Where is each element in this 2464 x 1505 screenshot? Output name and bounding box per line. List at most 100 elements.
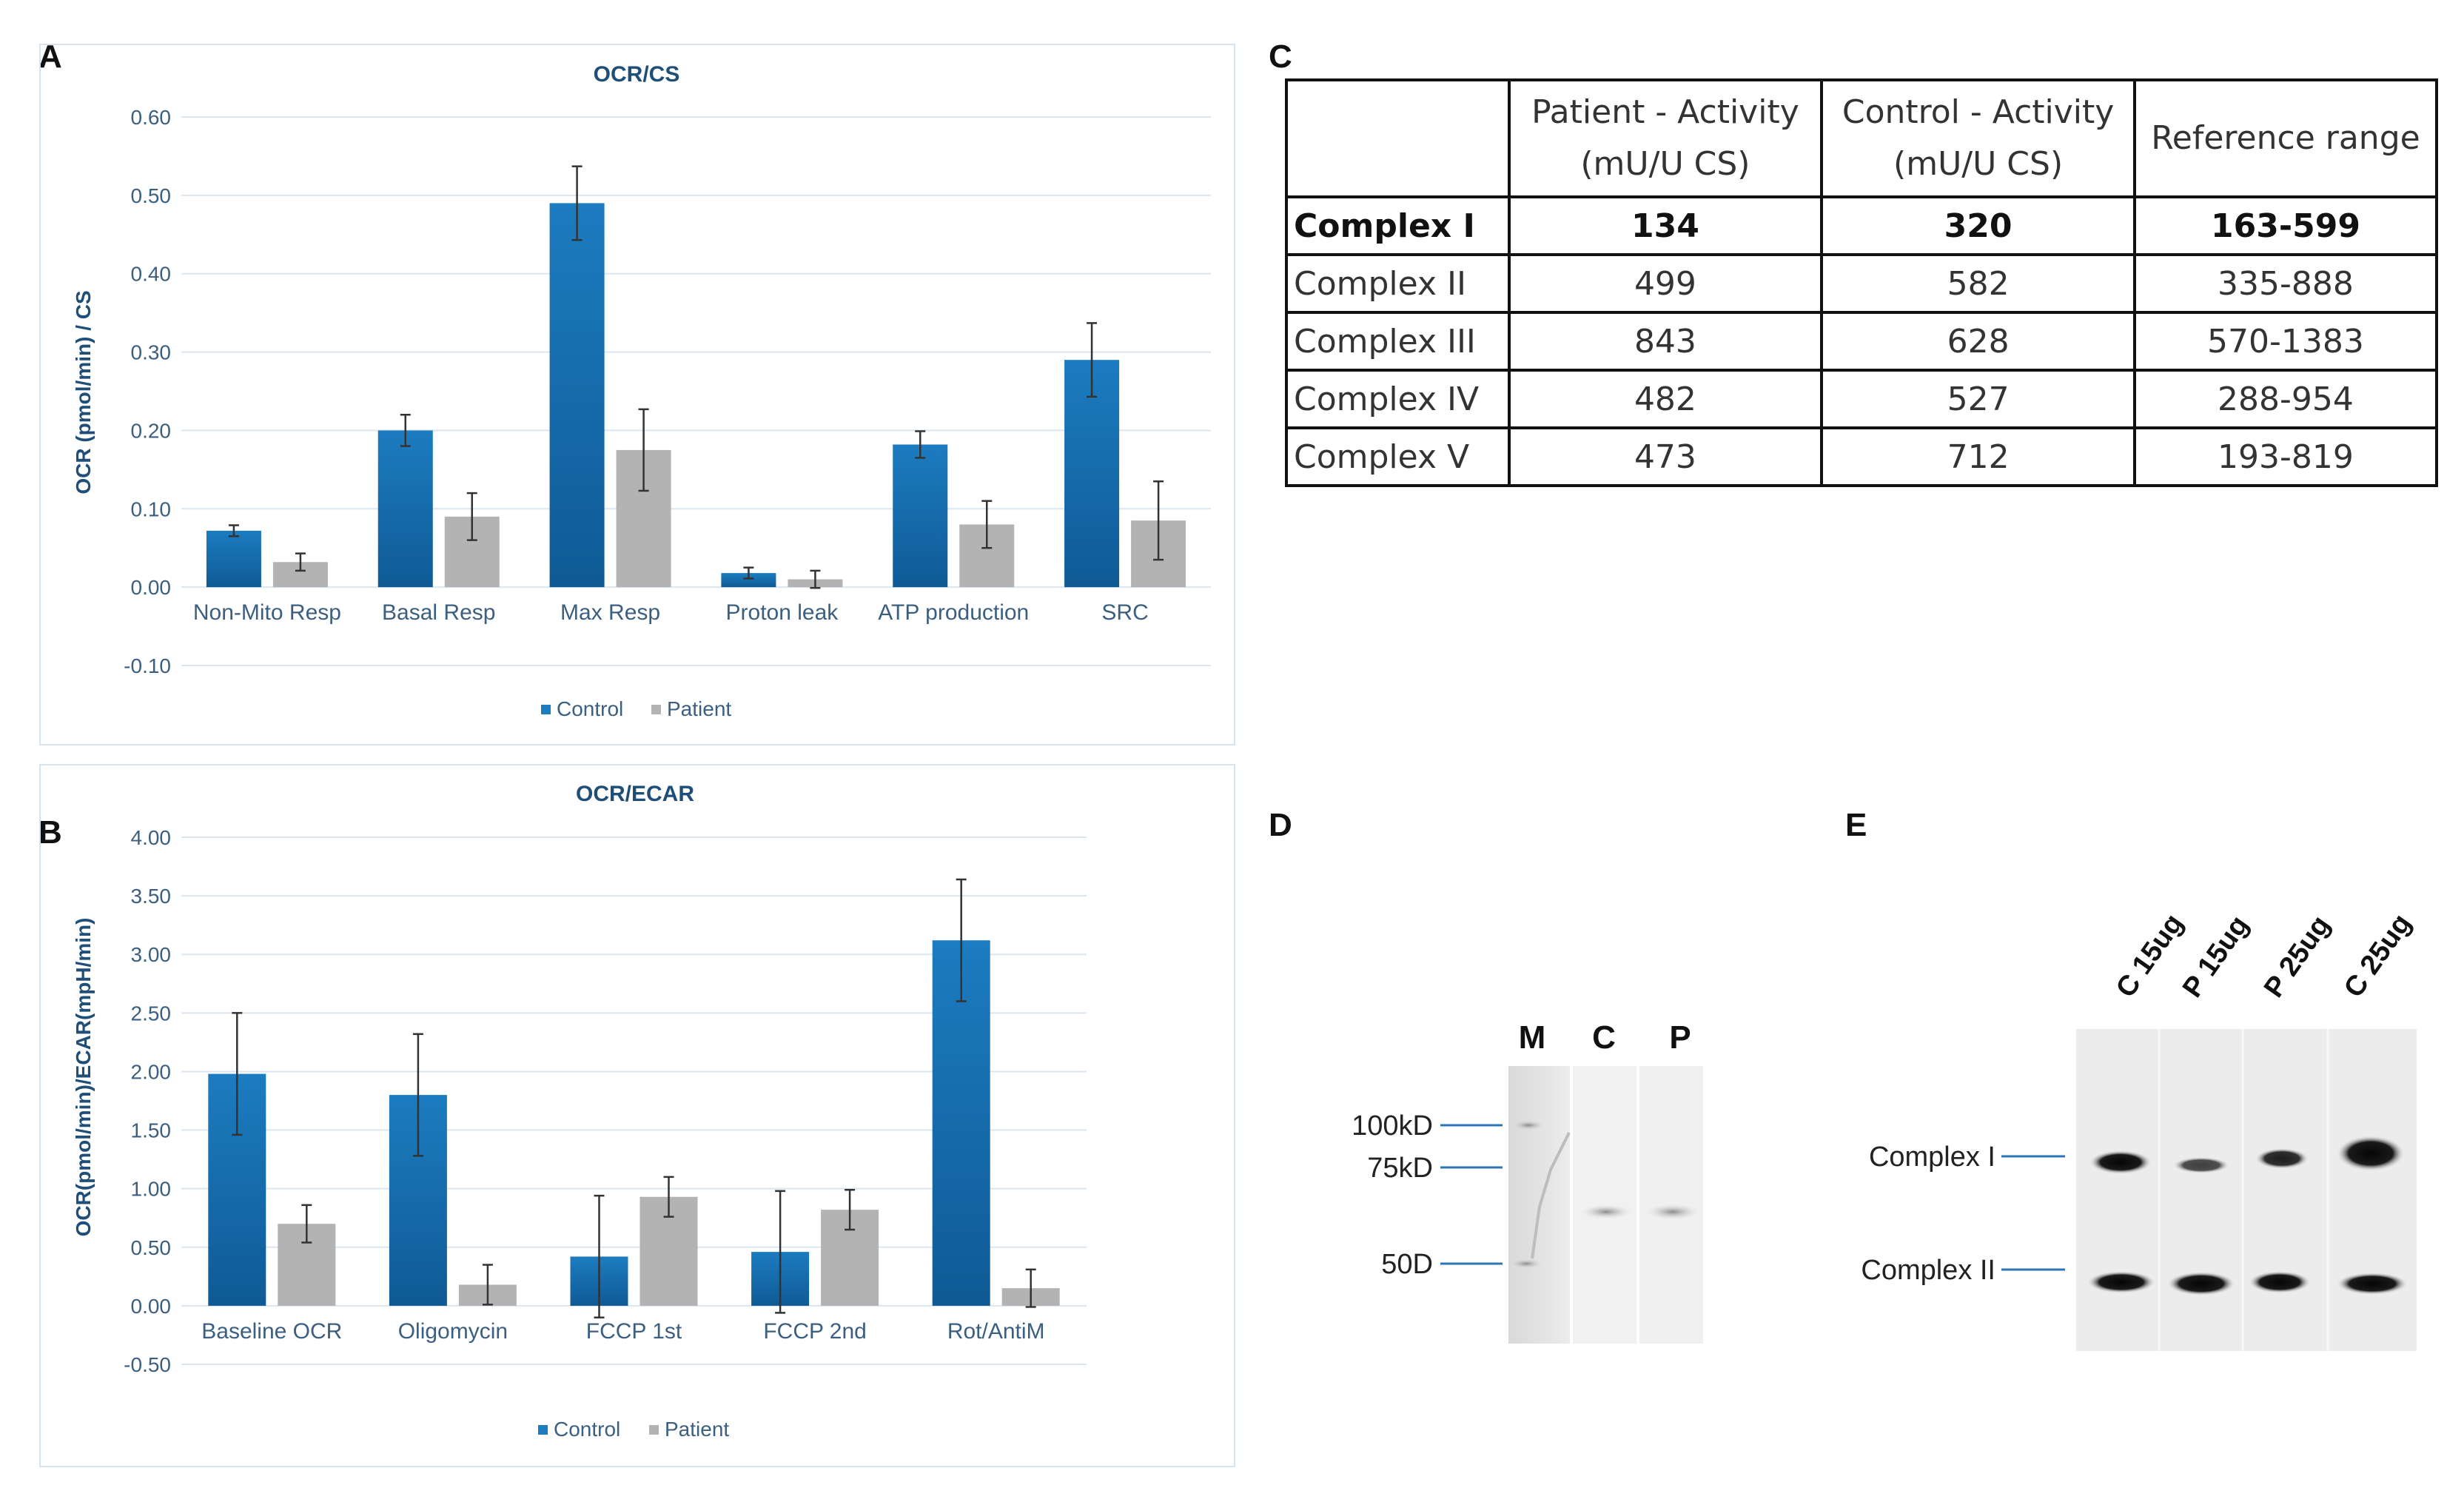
table-cell: Complex V [1285,426,1511,487]
panel-label-d: D [1269,807,1292,843]
blot-lane-p25: P 25ug [2258,911,2336,1004]
chart-a-bar-control [893,444,948,588]
chart-b-legend-patient: Patient [665,1418,729,1441]
chart-b-legend-patient-swatch [649,1425,659,1435]
chart-b-title: OCR/ECAR [576,782,694,806]
table-header-patient: Patient - Activity (mU/U CS) [1507,78,1824,198]
chart-a-y-tick-label: 0.10 [131,497,172,520]
chart-b-x-tick-label: Baseline OCR [201,1319,342,1344]
chart-b-y-tick-label: 0.50 [131,1236,172,1259]
table-cell: 527 [1820,369,2136,429]
table-cell: Complex I [1285,195,1511,256]
table-cell: 335-888 [2132,253,2439,314]
table-row: Complex II 499 582 335-888 [1285,253,2439,314]
blot-label-complex2: Complex II [1861,1255,1995,1286]
blot-band-complex2-c25 [2337,1273,2408,1295]
gel-marker-50d: 50D [1381,1249,1433,1280]
chart-b-x-tick-label: FCCP 1st [586,1319,682,1344]
table-cell: 482 [1507,369,1824,429]
table-cell: 582 [1820,253,2136,314]
chart-b-y-label: OCR(pmol/min)/ECAR(mpH/min) [72,918,95,1237]
blot-band-complex1-c25 [2337,1136,2405,1171]
chart-a-x-tick-label: Proton leak [726,600,839,625]
chart-b-x-tick-label: FCCP 2nd [763,1319,867,1344]
chart-a-y-tick-label: 0.30 [131,341,172,364]
chart-a-bar-control [721,573,776,588]
table-cell: 712 [1820,426,2136,487]
chart-a-y-tick-label: 0.40 [131,263,172,286]
chart-b-y-tick-label: 3.00 [131,943,172,966]
gel-lane-m: M [1519,1019,1546,1056]
chart-b-y-tick-label: 2.50 [131,1002,172,1025]
chart-a-bar-control [549,203,605,588]
chart-b-y-tick-label: 2.00 [131,1060,172,1083]
chart-a-y-label: OCR (pmol/min) / CS [72,290,95,494]
gel-marker-100kd: 100kD [1352,1110,1433,1142]
table-cell: 193-819 [2132,426,2439,487]
chart-b-legend-control: Control [554,1418,620,1441]
chart-a-x-tick-label: SRC [1101,600,1148,625]
gel-lane-c: C [1592,1019,1616,1056]
gel-band-control [1580,1204,1633,1219]
blot-band-complex1-p15 [2173,1157,2229,1173]
gel-panel-d: M C P 100kD 75kD 50D [1352,1019,1703,1344]
panel-label-b: B [38,814,62,851]
chart-a-y-tick-label: 0.50 [131,184,172,207]
chart-b-x-tick-label: Rot/AntiM [947,1319,1045,1344]
chart-a-legend-patient-swatch [651,705,661,714]
chart-a-ocr-cs: OCR/CS OCR (pmol/min) / CS -0.10 0.00 0.10… [72,62,1211,720]
chart-a-x-tick-label: Non-Mito Resp [193,600,341,625]
blot-lane-p15: P 15ug [2177,911,2255,1004]
blot-band-complex1-p25 [2255,1148,2309,1169]
chart-b-y-tick-label: 0.00 [131,1295,172,1318]
blot-lane-c25: C 25ug [2338,908,2417,1003]
chart-b-legend-control-swatch [538,1425,548,1435]
table-header-reference: Reference range [2132,78,2439,198]
blot-membrane [2076,1029,2417,1351]
panel-label-c: C [1269,38,1292,75]
chart-b-y-tick-label: 1.00 [131,1178,172,1201]
chart-a-title: OCR/CS [594,62,680,87]
table-row: Complex V 473 712 193-819 [1285,426,2439,487]
blot-panel-e: C 15ug P 15ug P 25ug C 25ug Complex I Co… [1861,908,2417,1351]
table-cell: Complex IV [1285,369,1511,429]
chart-a-bar-control [1064,360,1120,588]
panel-label-e: E [1845,807,1867,843]
gel-band-patient [1645,1204,1701,1220]
gel-marker-smear [1531,1132,1571,1259]
table-cell: 570-1383 [2132,311,2439,372]
chart-a-frame [39,44,1235,745]
table-cell: 499 [1507,253,1824,314]
chart-b-ocr-ecar: OCR/ECAR OCR(pmol/min)/ECAR(mpH/min) -0.… [72,782,1087,1441]
table-cell: 288-954 [2132,369,2439,429]
chart-a-y-tick-label: 0.20 [131,419,172,442]
table-cell: 628 [1820,311,2136,372]
blot-lane-c15: C 15ug [2110,908,2189,1003]
chart-a-legend-patient: Patient [667,697,731,720]
chart-b-y-tick-label: 3.50 [131,885,172,908]
gel-lane-p: P [1669,1019,1691,1056]
table-header-blank [1285,78,1511,198]
chart-b-y-tick-label: -0.50 [124,1353,171,1376]
gel-marker-band-50 [1508,1258,1544,1269]
chart-a-x-tick-label: Basal Resp [382,600,495,625]
chart-a-bar-control [377,430,433,588]
table-cell: 320 [1820,195,2136,256]
chart-a-y-tick-label: -0.10 [124,654,171,677]
gel-marker-band-100 [1511,1120,1546,1130]
blot-label-complex1: Complex I [1869,1142,1995,1173]
chart-a-legend-control: Control [557,697,623,720]
blot-band-complex2-c15 [2087,1271,2155,1293]
chart-a-legend-control-swatch [541,705,551,714]
blot-band-complex1-c15 [2089,1150,2152,1174]
chart-a-x-tick-label: Max Resp [560,600,660,625]
chart-a-y-tick-label: 0.60 [131,106,172,129]
chart-a-x-tick-label: ATP production [878,600,1029,625]
table-row: Complex I 134 320 163-599 [1285,195,2439,256]
table-cell: Complex III [1285,311,1511,372]
table-cell: 473 [1507,426,1824,487]
table-row: Complex IV 482 527 288-954 [1285,369,2439,429]
chart-b-y-tick-label: 1.50 [131,1119,172,1142]
chart-b-x-tick-label: Oligomycin [398,1319,508,1344]
